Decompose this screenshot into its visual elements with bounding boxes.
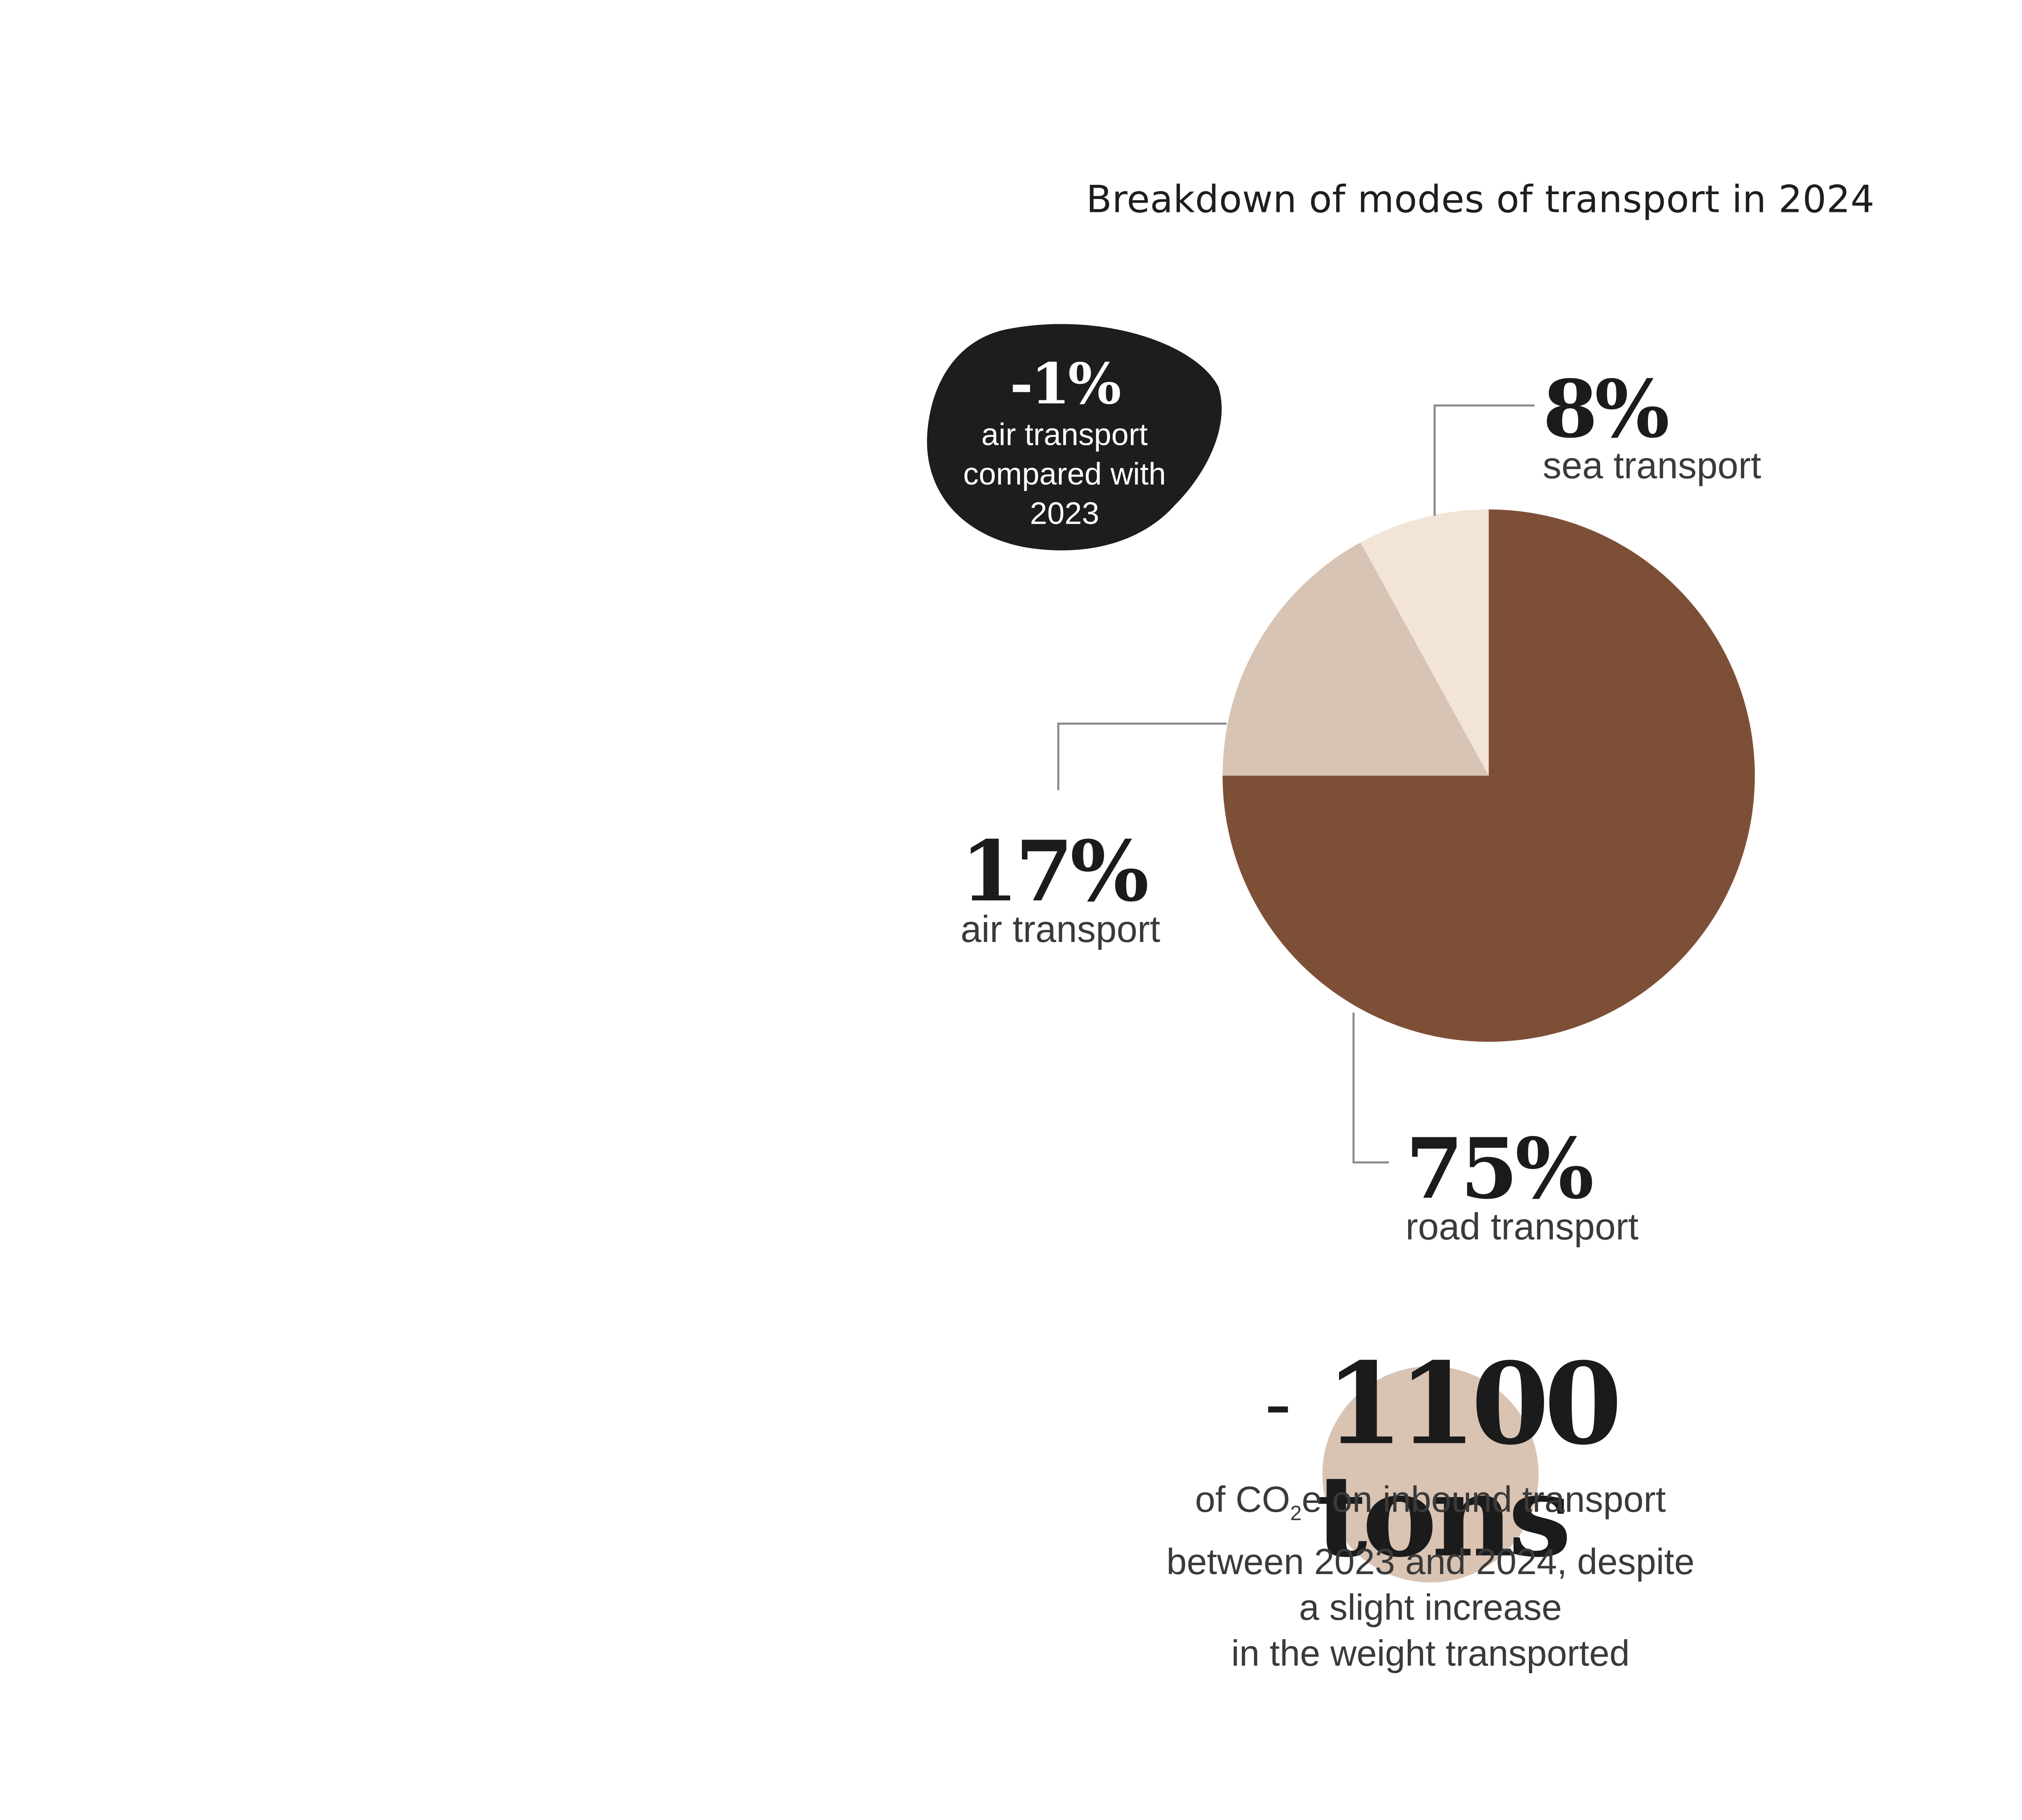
highlight-desc-line-2: between 2023 and 2024, despite xyxy=(1166,1541,1695,1583)
callout-line-1: air transport xyxy=(981,419,1148,454)
callout-blob xyxy=(927,324,1222,550)
highlight-desc-line-1: of CO2e on inbound transport xyxy=(1098,1476,1763,1539)
callout-line-3: 2023 xyxy=(1030,497,1100,533)
road-label: road transport xyxy=(1405,1206,1639,1248)
pie-slice-sea xyxy=(1360,509,1489,776)
sea-label: sea transport xyxy=(1542,445,1762,487)
air-percent-label: 17% xyxy=(960,823,1149,921)
highlight-accent-circle xyxy=(1322,1366,1539,1583)
road-percent-label: 75% xyxy=(1405,1121,1594,1219)
highlight-dash: - xyxy=(1265,1358,1292,1450)
leader-line-sea xyxy=(1433,404,1535,516)
leader-line-road xyxy=(1352,1012,1389,1164)
highlight-description: of CO2e on inbound transport between 202… xyxy=(1098,1476,1763,1676)
highlight-value: - 1100 tons xyxy=(1139,1348,1742,1572)
desc-line-1-rest: e on inbound transport xyxy=(1301,1478,1666,1520)
sea-percent-label: 8% xyxy=(1542,362,1670,455)
desc-subscript: 2 xyxy=(1290,1503,1302,1526)
desc-co-text: of CO xyxy=(1195,1478,1290,1520)
pie-chart xyxy=(1223,509,1755,1042)
highlight-desc-line-3: a slight increase xyxy=(1299,1586,1562,1628)
highlight-number: 1100 tons xyxy=(1315,1337,1622,1583)
callout-text: -1% air transport compared with 2023 xyxy=(940,353,1189,535)
air-label: air transport xyxy=(960,908,1161,950)
highlight-desc-line-4: in the weight transported xyxy=(1231,1632,1630,1674)
pie-slice-air xyxy=(1223,542,1489,776)
chart-title: Breakdown of modes of transport in 2024 xyxy=(1086,179,1875,223)
callout-line-2: compared with xyxy=(963,458,1166,494)
leader-line-air xyxy=(1057,722,1227,790)
callout-value: -1% xyxy=(1010,353,1121,418)
